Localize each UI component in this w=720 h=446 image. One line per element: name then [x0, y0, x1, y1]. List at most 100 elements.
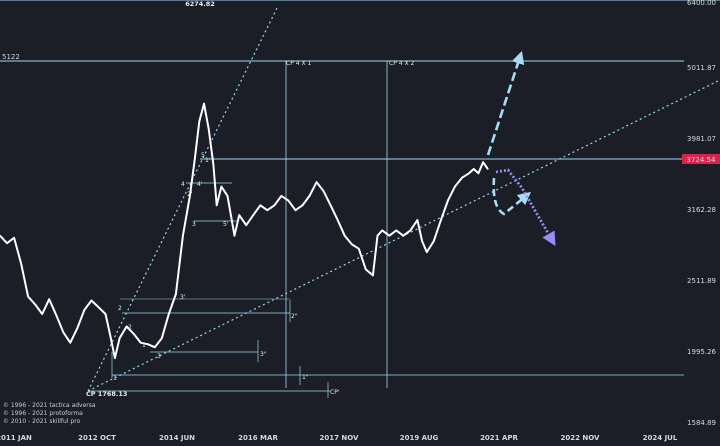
y-tick-label: 3981.07 — [687, 135, 716, 143]
wave-label-3dprime: 3" — [260, 351, 267, 358]
price-point — [421, 240, 423, 242]
price-point — [6, 242, 8, 244]
wave-label-1prime: 1' — [205, 157, 211, 164]
x-tick-label: 2019 AUG — [400, 434, 439, 442]
price-point — [447, 199, 449, 202]
price-point — [215, 204, 218, 207]
cp-low-label: CP 1768.13 — [86, 390, 127, 398]
price-point — [343, 234, 346, 237]
price-point — [280, 195, 283, 197]
price-point — [97, 306, 100, 309]
x-tick-label: 2016 MAR — [238, 434, 278, 442]
price-point — [207, 128, 210, 130]
x-tick-label: 2012 OCT — [78, 434, 116, 442]
current-price-box — [682, 154, 720, 164]
wave-label-1b: 1 — [142, 342, 146, 349]
wave-label-5: 5 — [201, 152, 205, 159]
long-trendline — [87, 79, 720, 392]
y-axis: 6400.00 5011.87 3981.07 3162.28 2511.89 1995.… — [687, 0, 716, 427]
x-tick-label: 2017 NOV — [320, 434, 360, 442]
price-point — [212, 164, 215, 166]
price-series — [0, 102, 489, 360]
price-point — [358, 247, 360, 250]
price-point — [315, 181, 318, 183]
x-tick-label: 2021 APR — [480, 434, 518, 442]
price-point — [182, 234, 184, 237]
copyright-line-3: © 2010 - 2021 skillful pro — [3, 418, 81, 425]
price-point — [472, 168, 475, 170]
price-point — [487, 168, 489, 170]
price-point — [416, 219, 419, 221]
wave-label-4: 4 — [181, 181, 185, 188]
price-point — [175, 293, 177, 295]
price-point — [154, 346, 156, 349]
price-point — [376, 234, 379, 237]
y-tick-label: 2511.89 — [687, 277, 716, 285]
price-point — [329, 204, 332, 207]
bull-projection-arrow — [486, 50, 525, 156]
bull-correction-path — [492, 177, 532, 216]
current-price-tag: 3724.54 — [682, 154, 720, 164]
price-point — [308, 195, 311, 197]
price-point — [220, 185, 223, 188]
price-point — [13, 237, 15, 239]
wave-label-1: 1 — [113, 375, 117, 382]
price-point — [193, 159, 196, 162]
price-point — [118, 337, 121, 340]
price-point — [34, 303, 36, 306]
price-point — [132, 333, 135, 335]
wave-label-2: 2 — [118, 305, 122, 312]
price-point — [395, 229, 398, 232]
price-point — [461, 176, 463, 179]
price-point — [226, 195, 229, 197]
price-point — [114, 357, 116, 359]
wave-label-3: 3 — [157, 353, 161, 360]
annotations: 6274.82 5122 CP 4 X 1 CP 4 X 2 CP 1768.1… — [2, 0, 414, 398]
price-point — [125, 325, 128, 328]
x-tick-label: 2024 JUL — [643, 434, 678, 442]
price-line-0 — [0, 102, 489, 360]
wave-label-5prime: 5' — [223, 221, 229, 228]
price-point — [62, 331, 65, 334]
x-tick-label: 2011 JAN — [0, 434, 32, 442]
price-point — [372, 274, 374, 277]
wave-label-2prime: 2' — [187, 191, 193, 198]
wave-label-2dprime: 2" — [291, 313, 298, 320]
price-point — [477, 172, 480, 175]
steep-trendline — [87, 5, 279, 392]
x-tick-label: 2022 NOV — [561, 434, 601, 442]
price-point — [266, 209, 269, 211]
price-point — [168, 313, 170, 315]
price-point — [69, 341, 72, 344]
price-point — [301, 204, 304, 207]
price-point — [41, 313, 43, 315]
price-point — [161, 337, 163, 340]
price-point — [238, 214, 240, 216]
price-point — [245, 224, 247, 226]
price-point — [322, 190, 325, 192]
price-point — [433, 240, 435, 242]
wave-label-3prime-small: 3' — [180, 294, 186, 301]
bear-projection-arrow — [495, 168, 556, 247]
price-point — [189, 195, 191, 197]
price-point — [76, 327, 79, 329]
price-point — [27, 295, 29, 298]
price-point — [482, 161, 484, 163]
price-point — [388, 234, 391, 237]
y-tick-label: 1995.26 — [687, 348, 716, 356]
price-point — [252, 214, 255, 216]
y-tick-label: 6400.00 — [687, 0, 716, 7]
price-point — [402, 234, 405, 237]
price-point — [259, 204, 262, 207]
price-point — [55, 314, 58, 317]
cp-4x2-label: CP 4 X 2 — [389, 60, 414, 67]
price-point — [139, 341, 142, 344]
price-point — [109, 334, 111, 337]
guide-lines — [0, 0, 720, 398]
left-level-label: 5122 — [2, 53, 20, 61]
y-tick-label: 5011.87 — [687, 64, 716, 72]
price-point — [20, 262, 22, 265]
copyright-line-1: © 1996 - 2021 tactica adversa — [3, 402, 96, 409]
wave-label-1dprime: 1" — [302, 374, 309, 381]
